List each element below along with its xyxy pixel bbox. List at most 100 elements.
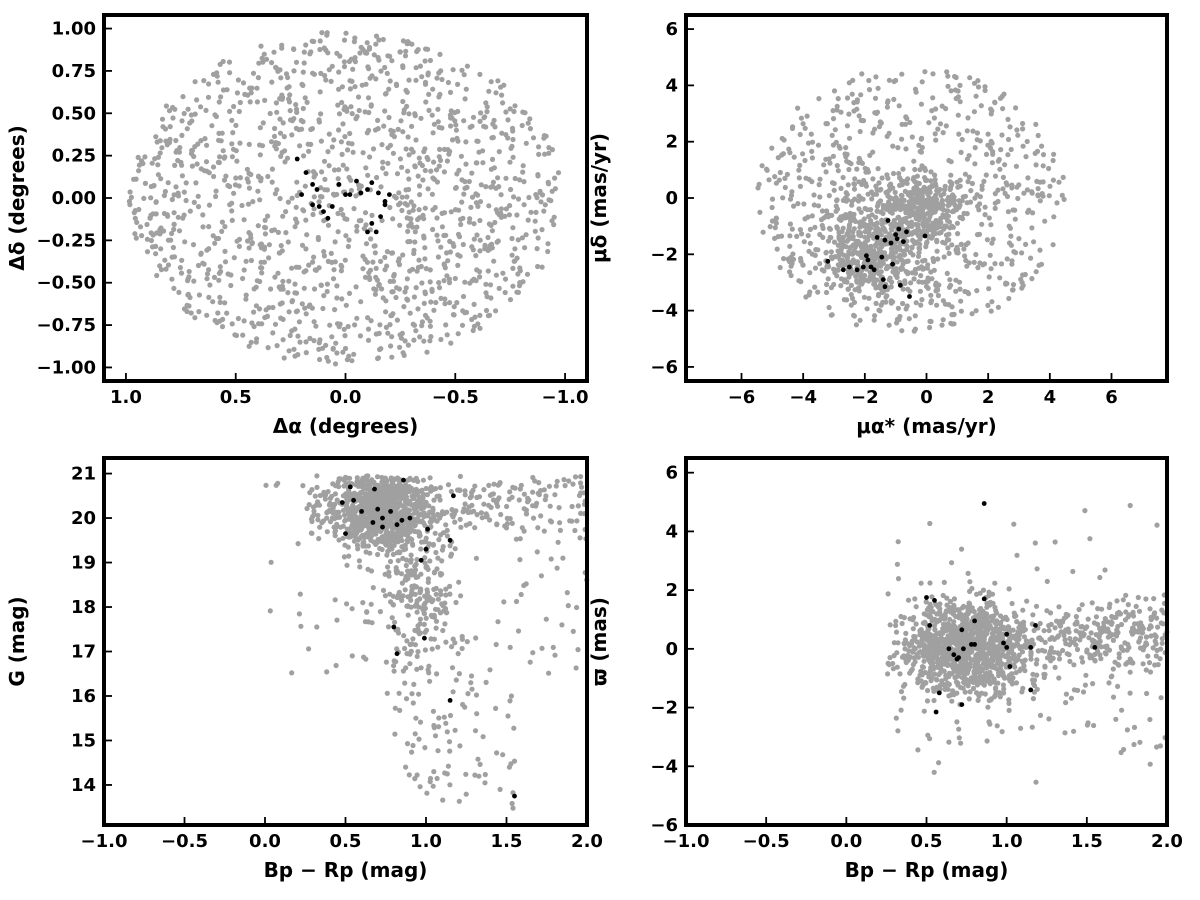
field-star-point <box>564 590 570 596</box>
field-star-point <box>490 183 496 189</box>
field-star-point <box>953 288 959 294</box>
field-star-point <box>856 155 862 161</box>
field-star-point <box>335 176 341 182</box>
field-star-point <box>848 292 854 298</box>
member-star-point <box>354 178 359 184</box>
field-star-point <box>439 547 446 553</box>
field-star-point <box>781 256 787 262</box>
field-star-point <box>330 276 337 282</box>
field-star-point <box>964 128 970 134</box>
member-star-point <box>860 264 866 270</box>
field-star-point <box>956 279 963 285</box>
field-star-point <box>368 499 374 505</box>
field-star-point <box>292 290 298 296</box>
field-star-point <box>528 209 534 215</box>
field-star-point <box>438 295 444 301</box>
field-star-point <box>467 216 473 222</box>
field-star-point <box>448 123 454 129</box>
field-star-point <box>1040 163 1046 169</box>
field-star-point <box>477 71 483 77</box>
field-star-point <box>368 102 374 108</box>
field-star-point <box>397 344 403 350</box>
field-star-point <box>515 196 522 202</box>
field-star-point <box>494 210 501 216</box>
field-star-point <box>474 711 480 717</box>
field-star-point <box>966 174 972 180</box>
field-star-point <box>310 259 316 265</box>
field-star-point <box>490 134 496 141</box>
field-star-point <box>930 224 936 230</box>
field-star-point <box>865 191 871 197</box>
field-star-point <box>291 68 297 74</box>
member-star-point <box>388 509 393 514</box>
field-star-point <box>457 253 463 259</box>
field-star-point <box>439 76 445 83</box>
field-star-point <box>222 224 228 230</box>
field-star-point <box>884 104 891 110</box>
field-star-point <box>1047 183 1053 189</box>
member-star-point <box>365 229 370 235</box>
field-star-point <box>477 325 483 331</box>
field-star-point <box>474 494 480 501</box>
field-star-point <box>164 212 170 218</box>
field-star-point <box>433 585 439 592</box>
field-star-point <box>1034 178 1040 184</box>
field-star-point <box>569 503 575 510</box>
field-star-point <box>548 519 555 525</box>
field-star-point <box>769 196 776 202</box>
field-star-point <box>382 91 389 97</box>
field-star-point <box>247 85 253 91</box>
field-star-point <box>213 193 219 200</box>
field-star-point <box>182 239 188 245</box>
field-star-point <box>917 288 924 294</box>
field-star-point <box>411 247 417 253</box>
field-star-point <box>942 183 948 189</box>
field-star-point <box>893 194 899 201</box>
field-star-point <box>293 309 299 315</box>
field-star-point <box>824 208 830 214</box>
field-star-point <box>462 492 468 498</box>
field-star-point <box>430 130 436 136</box>
field-star-point <box>938 193 944 199</box>
field-star-point <box>245 238 251 244</box>
field-star-point <box>204 276 210 282</box>
x-tick-label: 0 <box>920 387 933 408</box>
field-star-point <box>870 130 876 136</box>
field-star-point <box>257 197 263 203</box>
field-star-point <box>1005 136 1012 143</box>
field-star-point <box>503 206 509 212</box>
field-star-point <box>405 168 411 174</box>
field-star-point <box>268 286 274 292</box>
field-star-point <box>336 537 342 543</box>
field-star-point <box>955 88 961 94</box>
field-star-point <box>846 159 852 166</box>
field-star-point <box>935 126 941 132</box>
field-star-point <box>397 200 403 206</box>
field-star-point <box>769 145 775 151</box>
field-star-point <box>935 256 941 262</box>
field-star-point <box>448 115 454 121</box>
field-star-point <box>865 245 871 251</box>
field-star-point <box>203 107 209 113</box>
field-star-point <box>532 228 538 234</box>
field-star-point <box>426 107 432 113</box>
field-star-point <box>986 286 992 292</box>
field-star-point <box>930 255 936 262</box>
field-star-point <box>1060 174 1066 180</box>
field-star-point <box>292 281 298 287</box>
field-star-point <box>396 190 402 196</box>
field-star-point <box>458 221 464 228</box>
member-star-point <box>316 204 322 209</box>
field-star-point <box>509 800 515 807</box>
field-star-point <box>339 99 345 106</box>
field-star-point <box>1002 190 1008 196</box>
field-star-point <box>967 199 974 205</box>
field-star-point <box>274 187 280 193</box>
field-star-point <box>300 483 306 489</box>
field-star-point <box>895 145 901 151</box>
field-star-point <box>251 323 257 330</box>
field-star-point <box>272 125 278 132</box>
field-star-point <box>982 87 988 94</box>
field-star-point <box>229 217 235 223</box>
panel-sky-positions: 1.0 0.5 0.0 −0.5 −1.01.000.750.500.250.00−0.… <box>5 13 589 438</box>
